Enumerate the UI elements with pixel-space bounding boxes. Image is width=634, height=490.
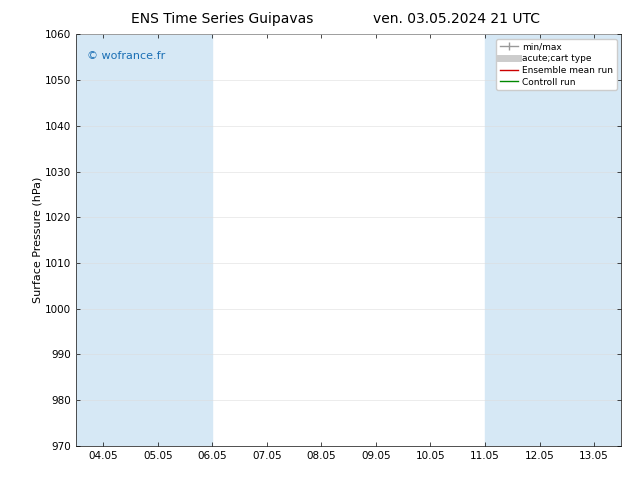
Text: ven. 03.05.2024 21 UTC: ven. 03.05.2024 21 UTC [373, 12, 540, 26]
Bar [76, 34, 212, 446]
Y-axis label: Surface Pressure (hPa): Surface Pressure (hPa) [32, 177, 42, 303]
Bar [485, 34, 567, 446]
Text: ENS Time Series Guipavas: ENS Time Series Guipavas [131, 12, 313, 26]
Legend: min/max, acute;cart type, Ensemble mean run, Controll run: min/max, acute;cart type, Ensemble mean … [496, 39, 617, 90]
Bar [567, 34, 621, 446]
Text: © wofrance.fr: © wofrance.fr [87, 51, 165, 61]
